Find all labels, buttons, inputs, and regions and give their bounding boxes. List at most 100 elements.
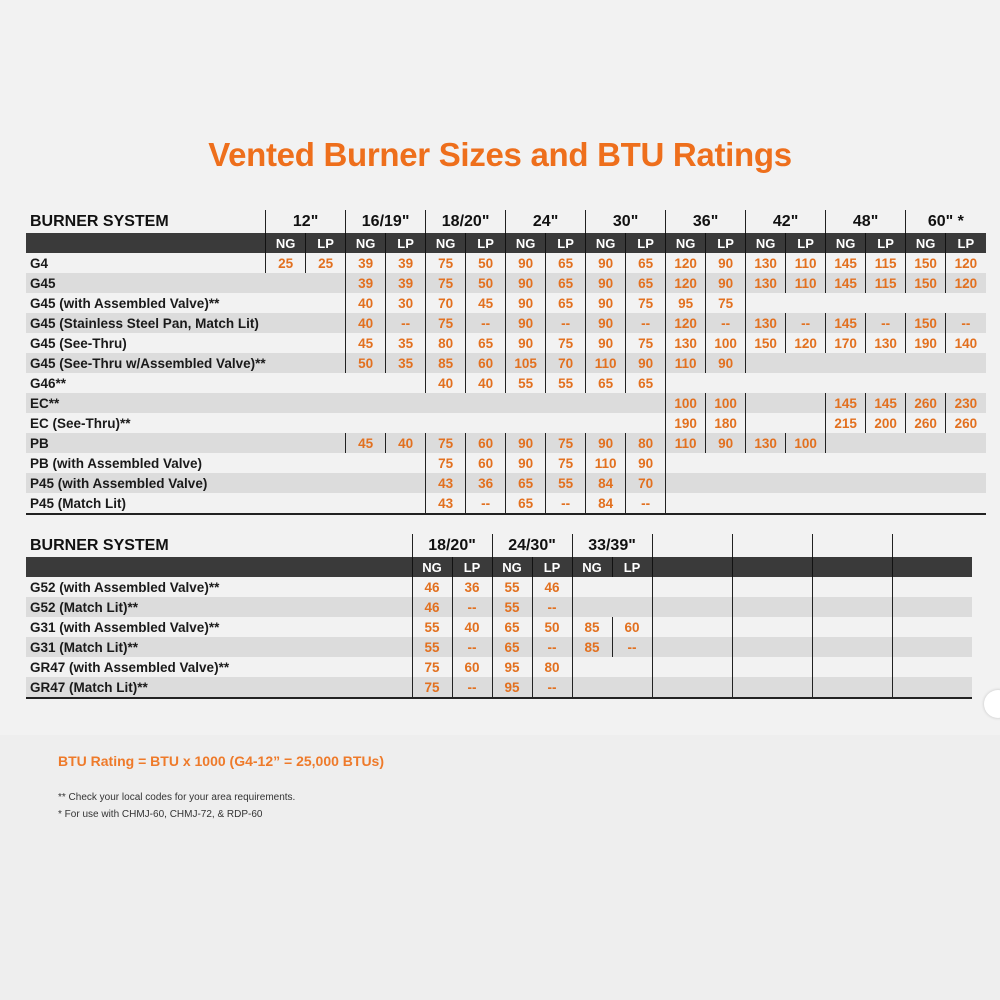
empty-cell	[811, 657, 852, 677]
ng-value: 70	[425, 293, 466, 313]
ng-value: 130	[745, 313, 786, 333]
column-header-burner-system: BURNER SYSTEM	[30, 536, 169, 554]
fuel-header-empty	[891, 557, 932, 577]
empty-cell	[692, 597, 732, 617]
lp-value: 50	[531, 617, 572, 637]
empty-cell	[786, 293, 826, 313]
btu-rating-note: BTU Rating = BTU x 1000 (G4-12” = 25,000…	[58, 753, 384, 769]
fuel-header-row: NG LP NG LP NG LP NG LP NG LP NG LP NG LP NG LP NG LP	[26, 233, 986, 253]
ng-value: 65	[491, 637, 532, 657]
lp-value: --	[625, 313, 666, 333]
ng-value: 75	[425, 273, 466, 293]
size-group-header: 30"	[585, 210, 666, 233]
empty-cell	[772, 677, 812, 699]
empty-cell	[731, 637, 772, 657]
lp-value: 130	[865, 333, 906, 353]
row-label: G45 (See-Thru)	[30, 335, 127, 351]
fuel-ng-header: NG	[825, 233, 866, 253]
ng-value: 55	[411, 637, 452, 657]
lp-value: 45	[465, 293, 506, 313]
fuel-ng-header: NG	[425, 233, 466, 253]
empty-cell	[866, 453, 906, 473]
empty-cell	[785, 473, 826, 493]
lp-value: --	[611, 637, 652, 657]
ng-value: 95	[665, 293, 706, 313]
fuel-lp-header: LP	[611, 557, 652, 577]
empty-cell	[825, 433, 866, 453]
ng-value: 55	[491, 597, 532, 617]
empty-cell	[571, 597, 612, 617]
ng-value: 90	[505, 333, 546, 353]
empty-cell	[612, 657, 652, 677]
size-group-header: 12"	[265, 210, 346, 233]
empty-cell	[345, 393, 386, 413]
empty-cell	[932, 597, 972, 617]
size-group-header: 33/39"	[571, 534, 652, 557]
lp-value: 46	[531, 577, 572, 597]
empty-cell	[745, 413, 786, 433]
lp-value: 120	[785, 333, 826, 353]
lp-value: 65	[625, 253, 666, 273]
lp-value: 70	[625, 473, 666, 493]
lp-value: 40	[451, 617, 492, 637]
empty-cell	[772, 637, 812, 657]
ng-value: 130	[745, 273, 786, 293]
empty-cell	[891, 617, 932, 637]
empty-cell	[852, 577, 892, 597]
size-group-header: 18/20"	[425, 210, 506, 233]
fuel-ng-header: NG	[411, 557, 452, 577]
row-label: EC**	[26, 393, 266, 413]
row-label: G31 (with Assembled Valve)**	[30, 619, 220, 635]
empty-cell	[891, 577, 932, 597]
empty-cell	[932, 637, 972, 657]
empty-cell	[346, 413, 386, 433]
table-row: G31 (Match Lit)** 55 -- 65 -- 85 --	[26, 637, 972, 657]
fuel-ng-header: NG	[905, 233, 946, 253]
size-group-header: 16/19"	[345, 210, 426, 233]
lp-value: 180	[705, 413, 746, 433]
fuel-lp-header: LP	[865, 233, 906, 253]
ng-value: 80	[425, 333, 466, 353]
lp-value: --	[531, 637, 572, 657]
page-title: Vented Burner Sizes and BTU Ratings	[208, 136, 792, 173]
footnote-local-codes: ** Check your local codes for your area …	[58, 792, 296, 803]
empty-cell	[731, 577, 772, 597]
empty-cell	[306, 453, 346, 473]
empty-cell	[305, 393, 346, 413]
empty-cell	[386, 413, 426, 433]
empty-cell	[571, 677, 612, 699]
empty-cell	[265, 313, 306, 333]
lp-value: 36	[451, 577, 492, 597]
empty-cell	[265, 353, 306, 373]
empty-cell	[745, 353, 786, 373]
ng-value: 84	[585, 493, 626, 515]
ng-value: 120	[665, 253, 706, 273]
empty-cell	[905, 493, 946, 515]
table-row: G45 (See-Thru w/Assembled Valve)** 50 35 85…	[26, 353, 986, 373]
lp-value: 55	[545, 473, 586, 493]
ng-value: 85	[571, 637, 612, 657]
empty-cell	[945, 473, 986, 493]
lp-value: 115	[865, 273, 906, 293]
fuel-header-empty	[811, 557, 852, 577]
table-row: G45 (with Assembled Valve)** 40 30 70 45 90 65…	[26, 293, 986, 313]
row-label: EC (See-Thru)**	[30, 415, 131, 431]
lp-value: 60	[465, 433, 506, 453]
scroll-handle[interactable]	[984, 690, 1000, 718]
empty-cell	[426, 413, 466, 433]
lp-value: 65	[465, 333, 506, 353]
empty-cell	[625, 393, 666, 413]
empty-cell	[612, 677, 652, 699]
empty-cell	[692, 637, 732, 657]
lp-value: 65	[545, 253, 586, 273]
empty-cell	[266, 373, 306, 393]
ng-value: 90	[585, 313, 626, 333]
empty-cell	[385, 493, 426, 515]
lp-value: 140	[945, 333, 986, 353]
empty-cell	[932, 617, 972, 637]
empty-cell	[866, 373, 906, 393]
ng-value: 75	[425, 453, 466, 473]
size-group-header	[731, 534, 812, 557]
empty-cell	[852, 637, 892, 657]
empty-cell	[772, 577, 812, 597]
